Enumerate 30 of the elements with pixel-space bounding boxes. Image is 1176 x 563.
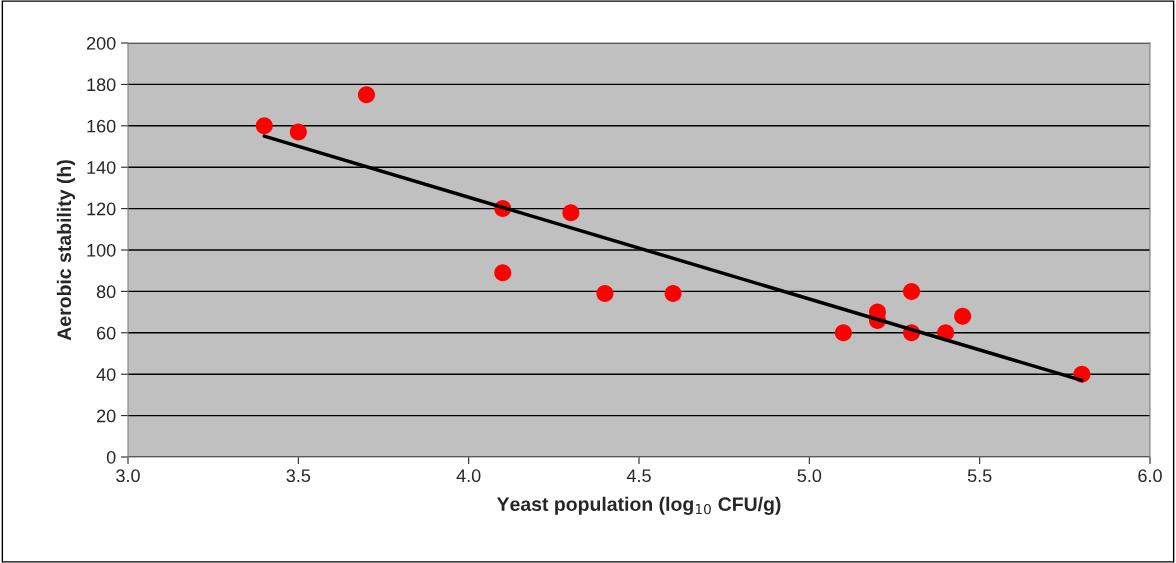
x-tick-label: 3.0 <box>116 469 140 483</box>
point <box>562 204 580 222</box>
y-tick-label: 120 <box>87 202 116 216</box>
point <box>954 307 972 325</box>
x-tick-label: 4.5 <box>626 469 651 483</box>
x-tick-label: 6.0 <box>1138 469 1162 483</box>
y-tick-label: 160 <box>87 119 116 133</box>
x-axis-title: Yeast population (log$_{10}$ CFU/g) <box>496 496 781 515</box>
x-tick-label: 3.5 <box>286 469 311 483</box>
y-tick-label: 140 <box>87 161 116 174</box>
point <box>357 86 375 104</box>
y-tick-label: 40 <box>96 368 116 381</box>
y-tick-label: 180 <box>87 78 116 92</box>
point <box>664 284 682 302</box>
y-tick-label: 20 <box>97 409 116 423</box>
y-tick-label: 0 <box>106 450 116 464</box>
point <box>596 284 614 302</box>
x-tick-label: 4.0 <box>456 469 481 483</box>
y-tick-label: 100 <box>87 243 116 257</box>
point <box>903 282 921 300</box>
point <box>834 324 852 342</box>
point <box>255 117 273 135</box>
y-axis-title: Aerobic stability (h) <box>56 160 75 341</box>
y-tick-label: 60 <box>97 326 116 340</box>
y-tick-label: 80 <box>96 285 116 299</box>
x-tick-label: 5.0 <box>797 469 822 483</box>
point <box>494 264 512 282</box>
y-tick-label: 200 <box>86 36 116 50</box>
x-tick-label: 5.5 <box>967 469 992 483</box>
point <box>289 123 307 141</box>
